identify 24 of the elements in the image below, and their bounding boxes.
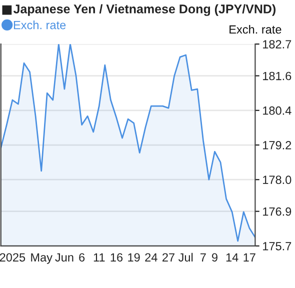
chart-title: Japanese Yen / Vietnamese Dong (JPY/VND) xyxy=(13,4,276,16)
x-tick-label: 17 xyxy=(244,253,256,262)
x-tick-label: May xyxy=(31,253,52,264)
y-tick-label: 176.9 xyxy=(263,207,292,216)
x-tick-label: 14 xyxy=(226,253,238,262)
x-tick-label: 27 xyxy=(162,253,174,262)
x-tick-label: 9 xyxy=(212,253,218,262)
x-tick-label: 6 xyxy=(79,253,85,262)
x-tick-label: 7 xyxy=(200,253,206,262)
x-tick-label: 19 xyxy=(128,253,140,262)
y-tick-label: 180.4 xyxy=(263,106,292,115)
x-tick-label: Jul xyxy=(178,252,193,262)
y-tick-label: 179.2 xyxy=(263,141,292,150)
x-tick-label: 16 xyxy=(110,253,123,262)
y-tick-label: 181.6 xyxy=(263,72,292,80)
y-tick-label: 178.0 xyxy=(263,176,292,184)
x-tick-label: 24 xyxy=(145,253,158,262)
y-axis-title: Exch. rate xyxy=(230,24,282,34)
x-tick-label: 11 xyxy=(94,253,105,262)
legend-label: Exch. rate xyxy=(14,20,66,30)
x-tick-label: 2025 xyxy=(0,253,26,262)
x-tick-label: Jun xyxy=(55,253,74,262)
y-tick-label: 182.7 xyxy=(263,40,292,48)
y-tick-label: 175.7 xyxy=(263,242,292,250)
